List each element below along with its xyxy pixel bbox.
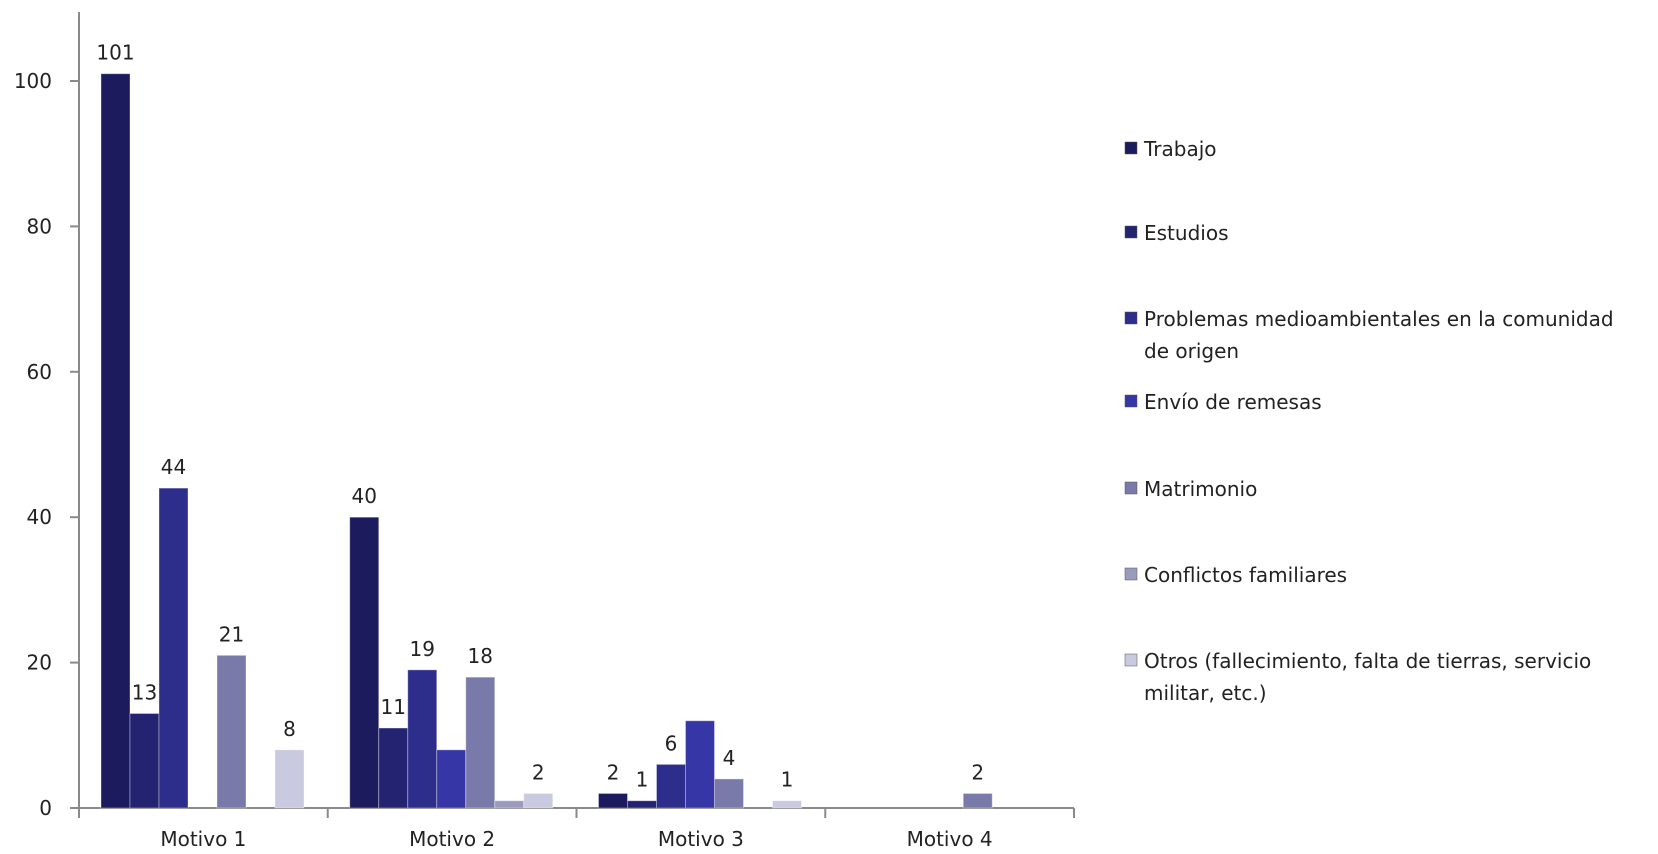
data-label: 44 — [161, 455, 186, 479]
x-tick-label: Motivo 1 — [160, 827, 246, 851]
bar — [216, 654, 247, 809]
x-tick-label: Motivo 3 — [658, 827, 744, 851]
data-label: 1 — [636, 768, 649, 792]
legend-label: Estudios — [1144, 221, 1228, 245]
data-label: 8 — [283, 717, 296, 741]
data-label: 6 — [665, 731, 678, 755]
data-label: 13 — [132, 680, 157, 704]
data-label: 101 — [96, 41, 134, 65]
legend-swatch — [1124, 311, 1138, 325]
legend-label: Otros (fallecimiento, falta de tierras, … — [1144, 649, 1591, 673]
data-label: 40 — [352, 484, 377, 508]
legend-swatch — [1124, 653, 1138, 667]
data-label: 4 — [723, 746, 736, 770]
x-tick-label: Motivo 2 — [409, 827, 495, 851]
y-tick-label: 20 — [27, 651, 52, 675]
bar — [598, 792, 628, 809]
legend-swatch — [1124, 567, 1138, 581]
y-tick-label: 0 — [39, 796, 52, 820]
bar — [627, 800, 657, 809]
legend-swatch — [1124, 141, 1138, 155]
legend-swatch — [1124, 225, 1138, 239]
legend-swatch — [1124, 481, 1138, 495]
data-label: 19 — [410, 637, 435, 661]
legend-label: Conflictos familiares — [1144, 563, 1347, 587]
y-tick-label: 80 — [27, 214, 52, 238]
data-label: 2 — [971, 760, 984, 784]
bar — [714, 778, 744, 809]
legend-label: militar, etc.) — [1144, 681, 1267, 705]
legend-swatch — [1124, 394, 1138, 408]
y-tick-label: 100 — [14, 69, 52, 93]
data-label: 2 — [532, 760, 545, 784]
bar — [436, 749, 467, 809]
bar — [656, 763, 686, 809]
bar — [100, 73, 131, 809]
data-label: 21 — [219, 622, 244, 646]
legend-label: Envío de remesas — [1144, 390, 1322, 414]
y-tick-label: 40 — [27, 505, 52, 529]
legend-label: de origen — [1144, 339, 1239, 363]
bar — [274, 749, 305, 809]
bar — [962, 792, 993, 809]
x-tick-label: Motivo 4 — [907, 827, 993, 851]
data-label: 18 — [468, 644, 493, 668]
bar — [349, 516, 380, 809]
data-label: 1 — [781, 768, 794, 792]
bar — [158, 487, 189, 809]
bar — [494, 800, 525, 809]
bar — [772, 800, 802, 809]
legend: Trabajo Estudios Problemas medioambientale… — [1124, 137, 1614, 705]
data-label: 11 — [381, 695, 406, 719]
bar — [407, 669, 438, 809]
legend-label: Matrimonio — [1144, 477, 1257, 501]
bar — [685, 720, 715, 809]
legend-label: Problemas medioambientales en la comunid… — [1144, 307, 1614, 331]
bar — [129, 712, 160, 809]
legend-label: Trabajo — [1143, 137, 1217, 161]
bar — [523, 792, 554, 809]
bar — [378, 727, 409, 809]
plot-area: 0 20 40 60 80 100 Motivo 1 Motivo 2 Motivo 3 Moti… — [14, 12, 1075, 851]
bar — [465, 676, 496, 809]
y-tick-label: 60 — [27, 360, 52, 384]
data-label: 2 — [607, 760, 620, 784]
